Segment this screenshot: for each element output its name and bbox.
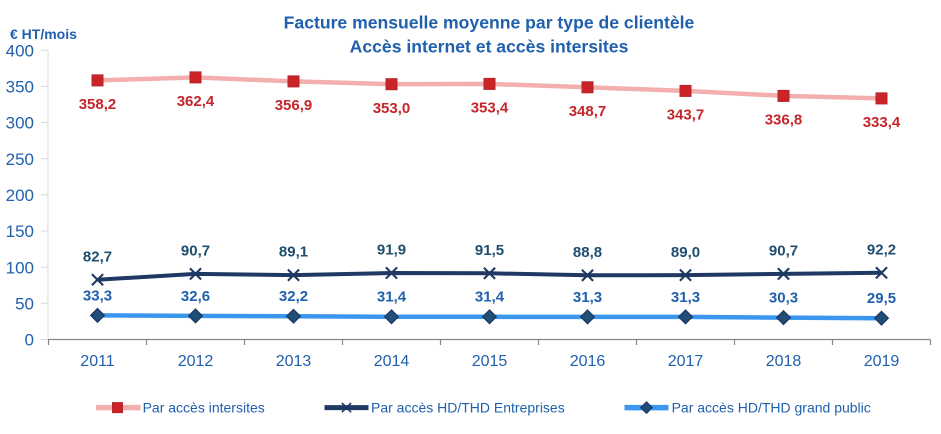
svg-text:2019: 2019 [864,353,900,370]
svg-text:90,7: 90,7 [769,243,798,260]
svg-text:31,3: 31,3 [573,289,602,306]
svg-text:91,5: 91,5 [475,242,504,259]
svg-text:€ HT/mois: € HT/mois [10,26,77,42]
svg-text:200: 200 [6,186,34,205]
svg-text:2013: 2013 [276,353,312,370]
svg-text:356,9: 356,9 [275,97,313,114]
svg-text:32,2: 32,2 [279,288,308,305]
svg-text:2014: 2014 [374,353,410,370]
svg-text:348,7: 348,7 [569,103,607,120]
svg-text:353,0: 353,0 [373,100,411,117]
svg-text:362,4: 362,4 [177,93,215,110]
svg-text:100: 100 [6,258,34,277]
svg-text:336,8: 336,8 [765,112,803,129]
svg-text:343,7: 343,7 [667,107,705,124]
svg-text:300: 300 [6,114,34,133]
svg-text:358,2: 358,2 [79,96,117,113]
svg-text:0: 0 [25,331,34,350]
svg-text:Par accès intersites: Par accès intersites [143,400,265,416]
svg-text:50: 50 [15,295,34,314]
svg-text:31,4: 31,4 [475,289,505,306]
svg-text:Par accès HD/THD Entreprises: Par accès HD/THD Entreprises [371,400,565,416]
svg-text:150: 150 [6,222,34,241]
svg-text:333,4: 333,4 [863,114,901,131]
svg-text:2018: 2018 [766,353,802,370]
svg-text:31,4: 31,4 [377,289,407,306]
svg-text:353,4: 353,4 [471,100,509,117]
svg-text:89,1: 89,1 [279,244,308,261]
svg-text:250: 250 [6,150,34,169]
svg-text:90,7: 90,7 [181,243,210,260]
svg-text:400: 400 [6,41,34,60]
svg-text:2016: 2016 [570,353,606,370]
svg-text:350: 350 [6,78,34,97]
svg-text:33,3: 33,3 [83,287,112,304]
svg-text:32,6: 32,6 [181,288,210,305]
svg-text:2017: 2017 [668,353,704,370]
svg-text:89,0: 89,0 [671,244,700,261]
svg-text:Par accès HD/THD grand public: Par accès HD/THD grand public [672,400,871,416]
svg-text:Facture mensuelle moyenne par: Facture mensuelle moyenne par type de cl… [284,13,695,33]
svg-text:2015: 2015 [472,353,508,370]
svg-text:30,3: 30,3 [769,290,798,307]
svg-text:92,2: 92,2 [867,242,896,259]
svg-text:82,7: 82,7 [83,248,112,265]
svg-text:88,8: 88,8 [573,244,602,261]
svg-text:91,9: 91,9 [377,242,406,259]
svg-text:29,5: 29,5 [867,290,896,307]
svg-text:31,3: 31,3 [671,289,700,306]
svg-text:2012: 2012 [178,353,214,370]
svg-text:2011: 2011 [80,353,115,370]
svg-text:Accès internet et accès inters: Accès internet et accès intersites [350,37,629,57]
